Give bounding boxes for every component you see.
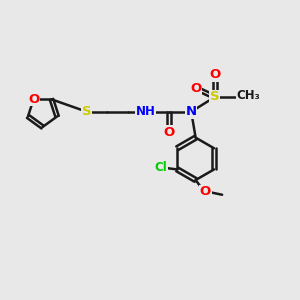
- Text: NH: NH: [136, 105, 155, 118]
- Text: S: S: [210, 91, 220, 103]
- Text: Cl: Cl: [155, 161, 167, 175]
- Text: CH₃: CH₃: [237, 89, 261, 102]
- Text: O: O: [28, 93, 39, 106]
- Text: O: O: [164, 126, 175, 139]
- Text: N: N: [186, 105, 197, 118]
- Text: O: O: [200, 185, 211, 198]
- Text: O: O: [190, 82, 201, 95]
- Text: S: S: [82, 105, 92, 118]
- Text: O: O: [209, 68, 220, 81]
